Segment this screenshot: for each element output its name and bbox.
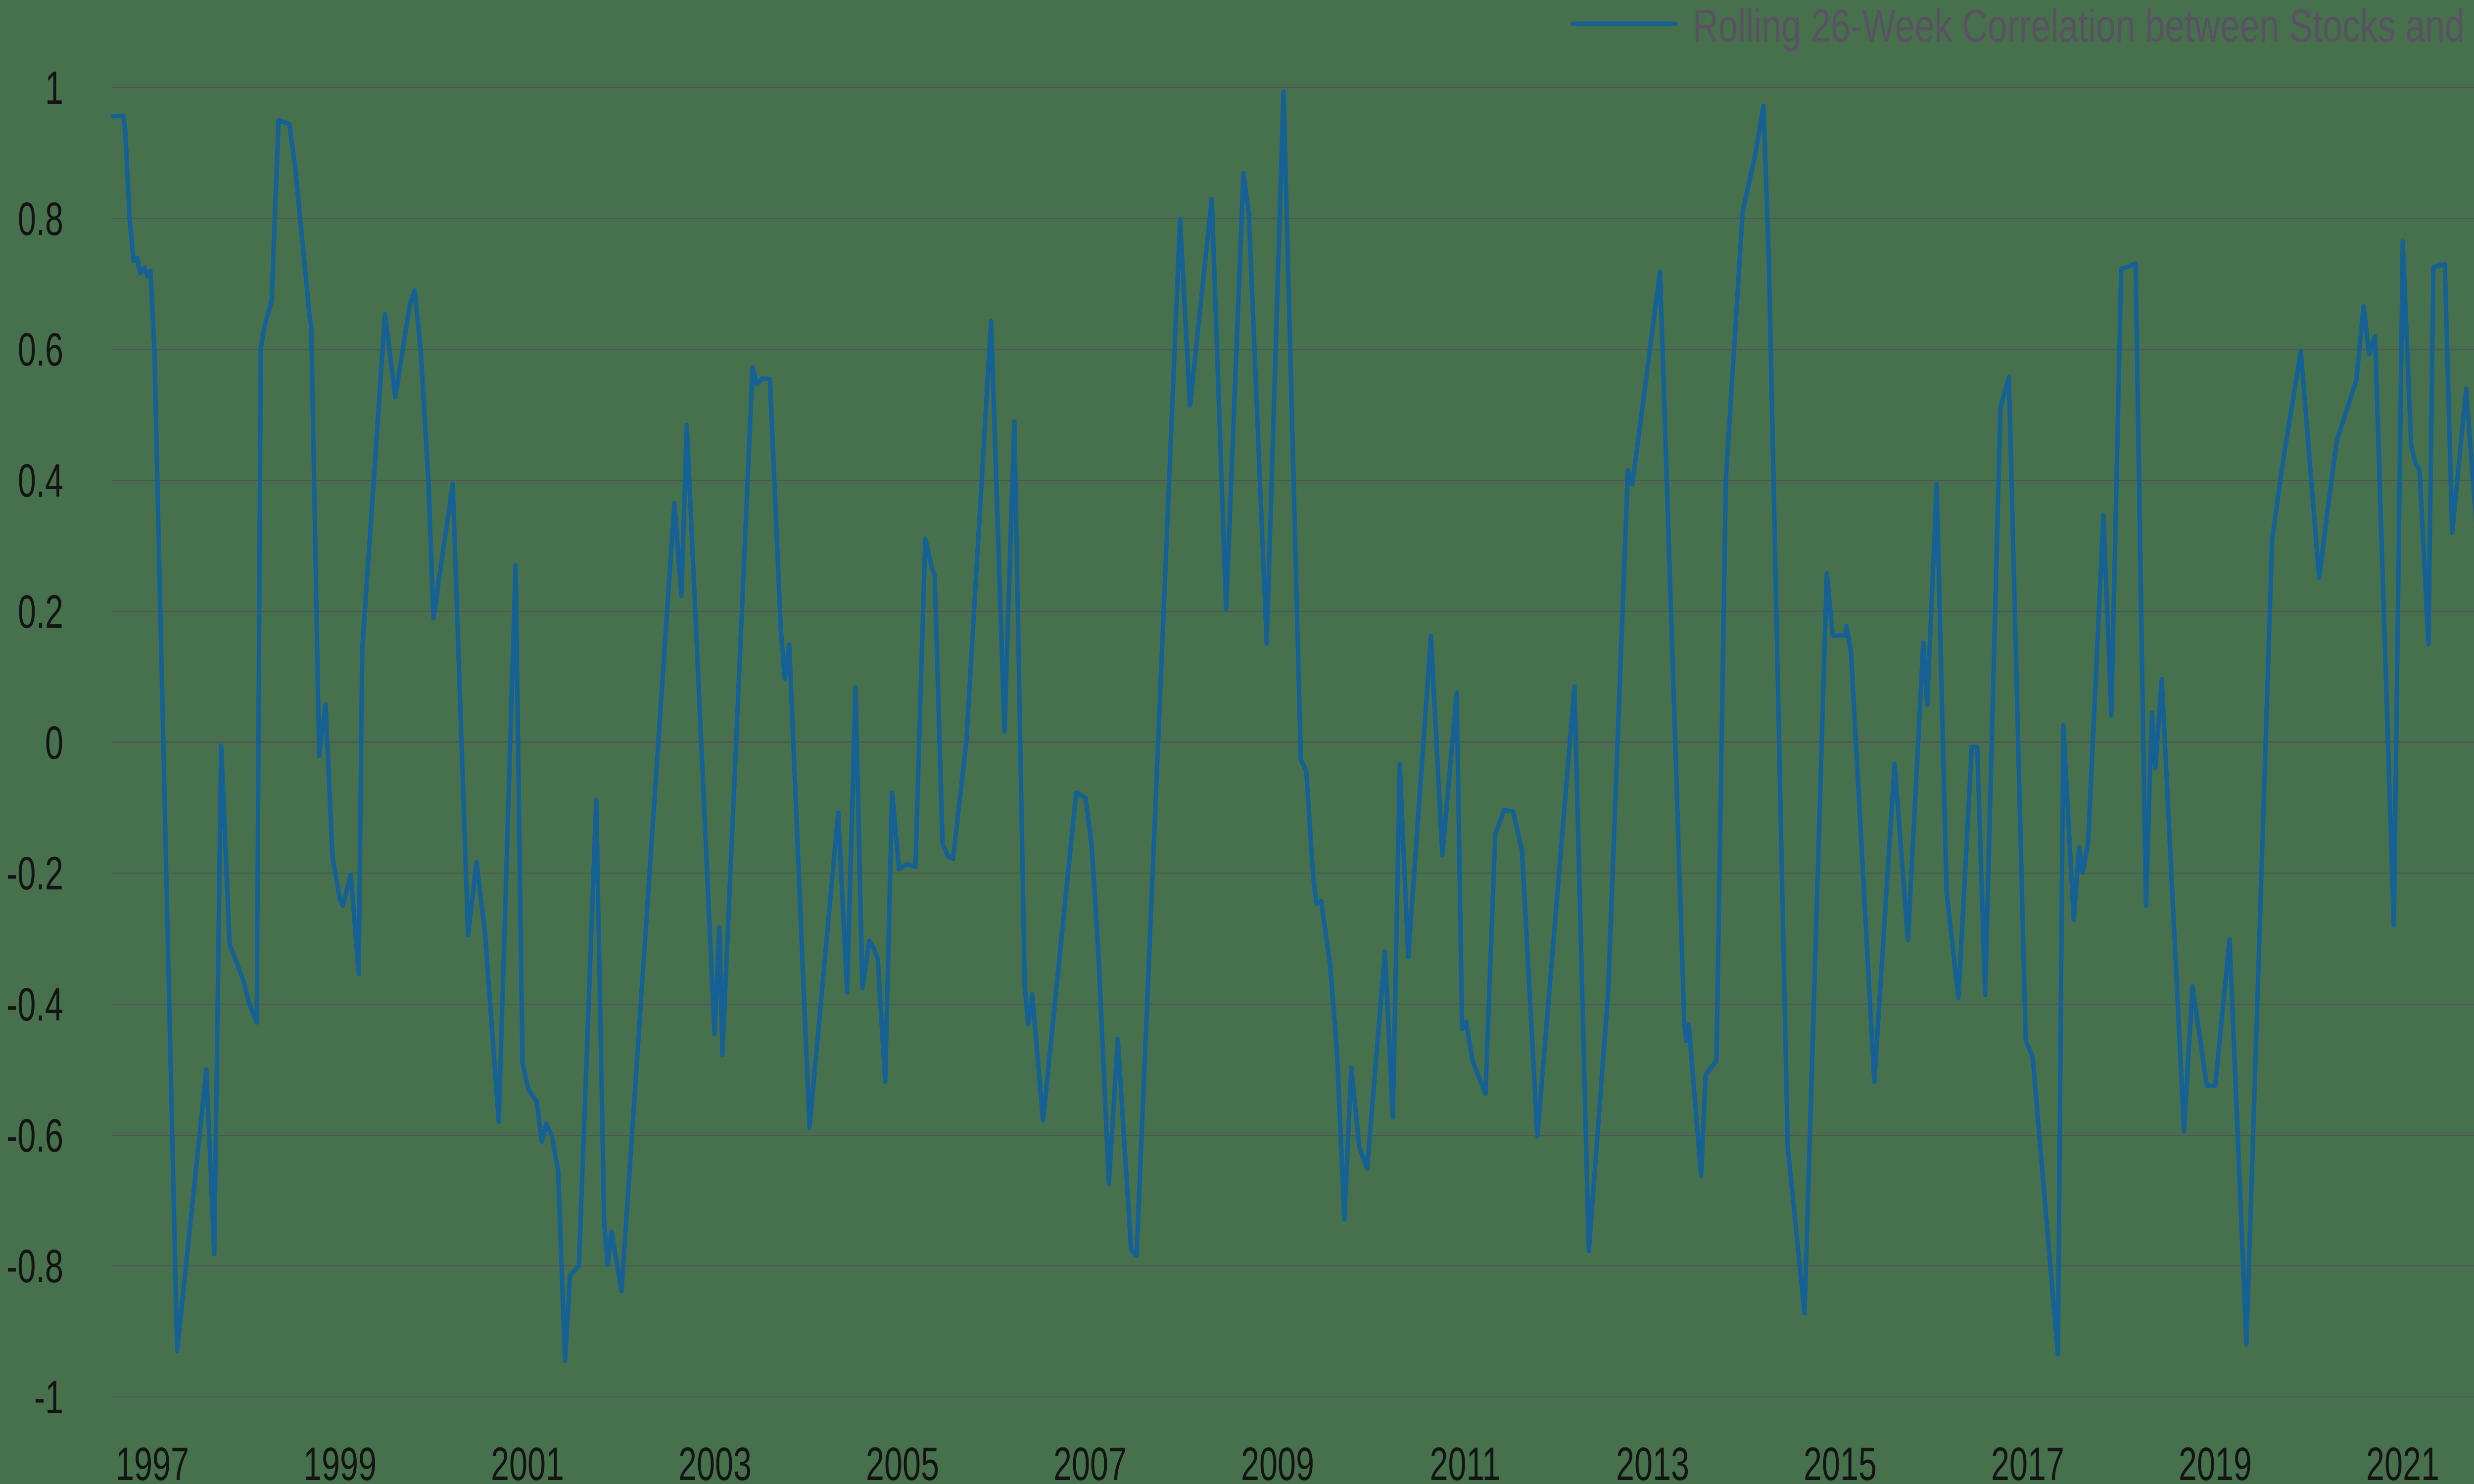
svg-text:1997: 1997 (116, 1438, 189, 1484)
svg-text:2009: 2009 (1241, 1438, 1314, 1484)
svg-text:0.2: 0.2 (18, 586, 63, 638)
svg-text:2013: 2013 (1616, 1438, 1689, 1484)
svg-text:0.4: 0.4 (18, 455, 63, 507)
svg-text:1999: 1999 (303, 1438, 377, 1484)
svg-text:-0.2: -0.2 (6, 847, 63, 900)
svg-text:2001: 2001 (491, 1438, 564, 1484)
svg-text:-0.4: -0.4 (6, 978, 63, 1031)
svg-text:0.8: 0.8 (18, 193, 63, 245)
svg-text:2021: 2021 (2366, 1438, 2439, 1484)
svg-text:-0.8: -0.8 (6, 1240, 63, 1293)
svg-text:-0.6: -0.6 (6, 1110, 63, 1162)
svg-text:2015: 2015 (1804, 1438, 1877, 1484)
svg-text:Rolling 26-Week Correlation be: Rolling 26-Week Correlation between Stoc… (1693, 0, 2474, 51)
svg-text:2003: 2003 (678, 1438, 752, 1484)
svg-text:2019: 2019 (2179, 1438, 2252, 1484)
svg-text:-1: -1 (34, 1371, 63, 1424)
svg-text:1: 1 (45, 62, 63, 114)
svg-text:2007: 2007 (1053, 1438, 1127, 1484)
svg-text:0.6: 0.6 (18, 324, 63, 376)
svg-text:2017: 2017 (1991, 1438, 2064, 1484)
svg-text:0: 0 (45, 717, 63, 769)
svg-text:2011: 2011 (1430, 1438, 1501, 1484)
svg-text:2005: 2005 (866, 1438, 939, 1484)
